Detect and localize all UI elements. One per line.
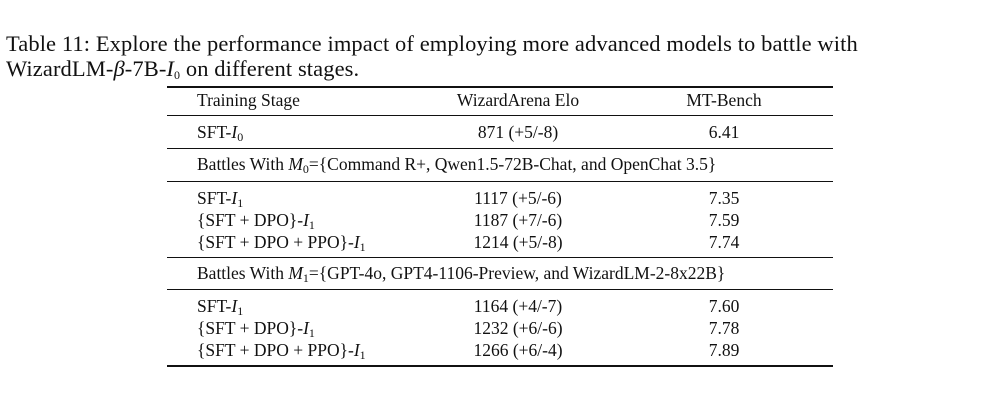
group-0-title-rule (167, 181, 833, 182)
header-training-stage: Training Stage (197, 90, 300, 110)
header-rule (167, 115, 833, 116)
table-row-elo: 1232 (+6/-6) (473, 318, 563, 338)
table-row-mt: 7.35 (708, 188, 740, 208)
table-row-mt: 7.78 (708, 318, 740, 338)
table-row-mt: 7.89 (708, 340, 740, 360)
caption-I-sub: 0 (174, 68, 181, 82)
baseline-stage: SFT-I0 (197, 122, 244, 144)
table-row-stage: SFT-I1 (197, 188, 244, 210)
group-1-title-rule (167, 289, 833, 290)
table-caption: Table 11: Explore the performance impact… (6, 31, 991, 81)
table-row-mt: 7.59 (708, 210, 740, 230)
caption-beta: β (113, 56, 125, 81)
table-row-elo: 1187 (+7/-6) (473, 210, 563, 230)
baseline-mt: 6.41 (708, 122, 740, 142)
group-1-title: Battles With M1={GPT-4o, GPT4-1106-Previ… (197, 263, 726, 285)
group-1-top-rule (167, 257, 833, 258)
table-row-mt: 7.74 (708, 232, 740, 252)
caption-line-2: WizardLM-β-7B-I0 on different stages. (6, 56, 991, 81)
caption-suffix: on different stages. (180, 56, 360, 81)
bottom-rule (167, 365, 833, 367)
caption-I: I (166, 56, 175, 81)
table-row-elo: 1164 (+4/-7) (473, 296, 563, 316)
table-row-stage: {SFT + DPO + PPO}-I1 (197, 340, 366, 362)
caption-model-mid: -7B- (124, 56, 167, 81)
table-row-stage: SFT-I1 (197, 296, 244, 318)
table-row-elo: 1214 (+5/-8) (473, 232, 563, 252)
header-elo: WizardArena Elo (456, 90, 580, 110)
group-0-top-rule (167, 148, 833, 149)
table-row-mt: 7.60 (708, 296, 740, 316)
caption-line-1: Table 11: Explore the performance impact… (6, 31, 858, 56)
header-mt-bench: MT-Bench (686, 90, 762, 110)
baseline-elo: 871 (+5/-8) (477, 122, 559, 142)
top-rule (167, 86, 833, 88)
table-row-stage: {SFT + DPO + PPO}-I1 (197, 232, 366, 254)
table-row-elo: 1117 (+5/-6) (474, 188, 562, 208)
group-0-title: Battles With M0={Command R+, Qwen1.5-72B… (197, 154, 717, 176)
table-row-stage: {SFT + DPO}-I1 (197, 210, 315, 232)
table-row-elo: 1266 (+6/-4) (473, 340, 563, 360)
table-row-stage: {SFT + DPO}-I1 (197, 318, 315, 340)
caption-model-prefix: WizardLM- (6, 56, 114, 81)
